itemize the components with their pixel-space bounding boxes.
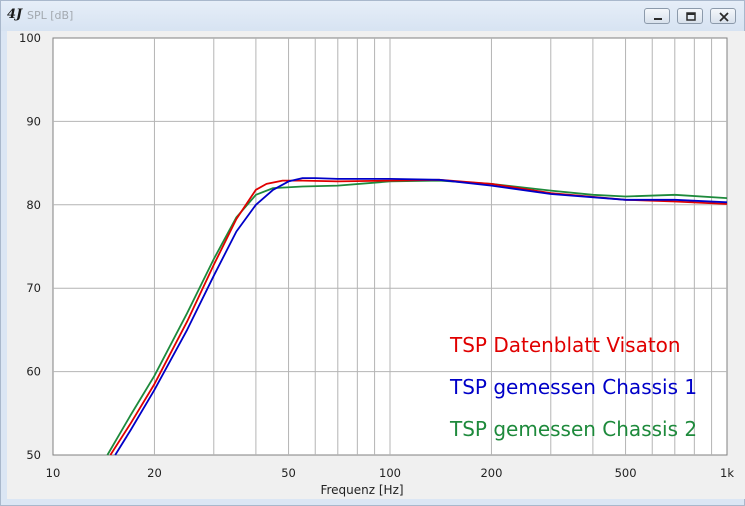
legend: TSP Datenblatt Visaton TSP gemessen Chass… xyxy=(449,333,697,441)
spl-chart: 50 60 70 80 90 100 10 20 50 100 200 500 1k Frequenz… xyxy=(19,31,735,497)
y-tick-label: 60 xyxy=(26,365,41,379)
x-tick-label: 1k xyxy=(720,466,734,480)
legend-entry: TSP Datenblatt Visaton xyxy=(449,333,681,357)
x-tick-label: 500 xyxy=(615,466,637,480)
title-bar[interactable]: 4J SPL [dB] xyxy=(1,1,744,31)
x-tick-label: 200 xyxy=(480,466,502,480)
x-tick-label: 50 xyxy=(281,466,296,480)
y-tick-label: 50 xyxy=(26,448,41,462)
y-axis-tick-labels: 50 60 70 80 90 100 xyxy=(19,31,41,462)
y-tick-label: 70 xyxy=(26,281,41,295)
app-logo-icon: 4J xyxy=(7,7,23,22)
series-line xyxy=(106,179,728,456)
minimize-icon xyxy=(654,18,662,20)
restore-button[interactable] xyxy=(677,8,703,24)
y-tick-label: 80 xyxy=(26,198,41,212)
legend-entry: TSP gemessen Chassis 1 xyxy=(449,375,697,399)
series-lines xyxy=(106,177,728,456)
plot-area: 50 60 70 80 90 100 10 20 50 100 200 500 1k Frequenz… xyxy=(7,31,745,499)
x-tick-label: 10 xyxy=(46,466,61,480)
close-button[interactable] xyxy=(710,8,736,24)
restore-icon xyxy=(686,12,696,21)
y-tick-label: 90 xyxy=(26,114,41,128)
legend-entry: TSP gemessen Chassis 2 xyxy=(449,417,697,441)
y-tick-label: 100 xyxy=(19,31,41,45)
series-line xyxy=(114,177,728,456)
x-axis-label: Frequenz [Hz] xyxy=(320,483,403,497)
grid-lines xyxy=(53,38,727,455)
x-tick-label: 20 xyxy=(147,466,162,480)
window-title: SPL [dB] xyxy=(27,9,74,22)
close-icon xyxy=(719,12,729,22)
x-tick-label: 100 xyxy=(379,466,401,480)
x-axis-tick-labels: 10 20 50 100 200 500 1k xyxy=(46,466,735,480)
minimize-button[interactable] xyxy=(644,8,670,24)
